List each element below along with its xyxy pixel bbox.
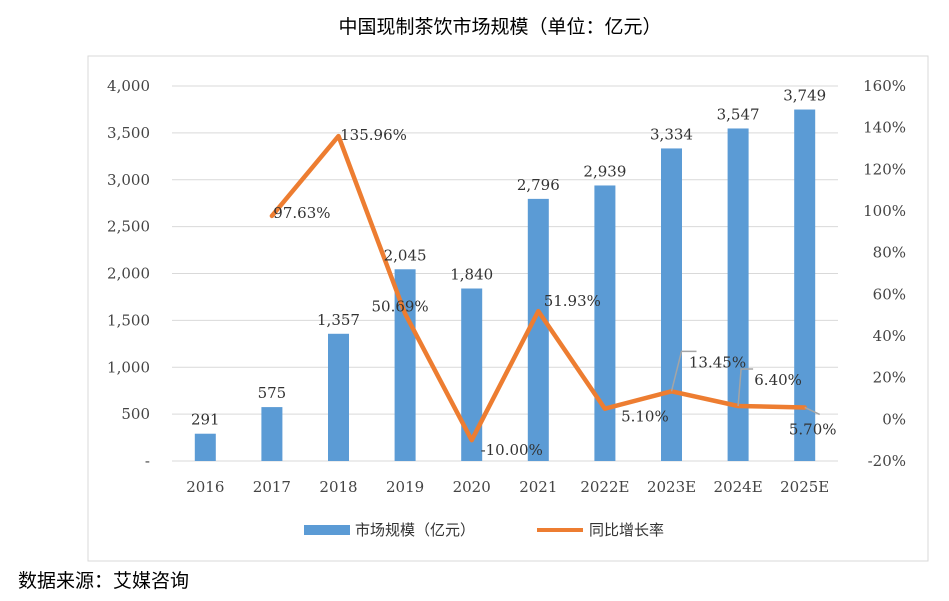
x-tick-label: 2023E [647, 478, 696, 496]
right-tick-label: 140% [863, 119, 906, 137]
right-tick-label: 20% [873, 369, 906, 387]
growth-value-label: 6.40% [754, 371, 802, 389]
gridlines [172, 85, 838, 462]
bar [328, 333, 349, 461]
right-tick-label: 160% [863, 77, 906, 95]
growth-value-label: 97.63% [273, 204, 330, 222]
line-data-labels: 97.63% 135.96% 50.69% -10.00% 51.93% 5.10% 13.… [273, 126, 836, 459]
growth-value-label: 135.96% [340, 126, 407, 144]
x-tick-label: 2018 [319, 478, 357, 496]
right-tick-label: 80% [873, 244, 906, 262]
x-tick-label: 2024E [714, 478, 763, 496]
bar-value-label: 2,045 [384, 246, 427, 264]
growth-value-label: -10.00% [481, 441, 543, 459]
bar-data-labels: 291 575 1,357 2,045 1,840 2,796 2,939 3,334 3,54… [191, 87, 826, 429]
bar [461, 288, 483, 461]
bar-value-label: 3,334 [650, 125, 693, 143]
right-tick-label: 100% [863, 202, 906, 220]
right-tick-label: 120% [863, 160, 906, 178]
left-tick-label: 1,500 [107, 311, 150, 329]
leader-line [804, 406, 821, 416]
bar-value-label: 3,547 [717, 105, 760, 123]
bar [261, 407, 283, 461]
bar [727, 128, 749, 461]
left-tick-label: - [145, 452, 150, 470]
bar [394, 269, 416, 461]
legend-line-label: 同比增长率 [589, 521, 664, 539]
chart-frame [87, 55, 929, 562]
x-axis: 2016 2017 2018 2019 2020 2021 2022E 2023E 2024E 2… [186, 478, 829, 496]
x-tick-label: 2021 [519, 478, 557, 496]
bar [661, 148, 682, 461]
left-tick-label: 500 [121, 405, 150, 423]
x-tick-label: 2020 [453, 478, 491, 496]
x-tick-label: 2016 [186, 478, 224, 496]
left-tick-label: 2,000 [107, 265, 150, 283]
bar [194, 433, 216, 461]
growth-value-label: 50.69% [371, 298, 428, 316]
right-tick-label: 60% [873, 285, 906, 303]
bar-value-label: 2,796 [517, 176, 560, 194]
left-tick-label: 3,500 [107, 124, 150, 142]
bar-series [194, 109, 816, 461]
left-axis: - 500 1,000 1,500 2,000 2,500 3,000 3,500 4,000 [107, 77, 150, 470]
left-tick-label: 1,000 [107, 358, 150, 376]
leader-line [737, 368, 754, 407]
right-tick-label: -20% [868, 452, 906, 470]
legend-bar-label: 市场规模（亿元） [355, 521, 475, 539]
bar-value-label: 1,840 [450, 266, 493, 284]
legend: 市场规模（亿元） 同比增长率 [304, 521, 664, 539]
x-tick-label: 2017 [253, 478, 291, 496]
growth-value-label: 13.45% [689, 353, 746, 371]
right-axis: -20% 0% 20% 40% 60% 80% 100% 120% 140% 160% [863, 77, 906, 470]
bar-value-label: 575 [258, 384, 287, 402]
growth-value-label: 51.93% [544, 292, 601, 310]
bar-value-label: 2,939 [583, 162, 626, 180]
leader-line [670, 350, 697, 392]
line-series [269, 133, 807, 443]
growth-value-label: 5.10% [621, 408, 669, 426]
bar-value-label: 1,357 [317, 311, 360, 329]
x-tick-label: 2022E [580, 478, 629, 496]
left-tick-label: 3,000 [107, 171, 150, 189]
right-tick-label: 0% [882, 410, 906, 428]
growth-value-label: 5.70% [789, 420, 837, 438]
x-tick-label: 2025E [780, 478, 829, 496]
right-tick-label: 40% [873, 327, 906, 345]
chart-title: 中国现制茶饮市场规模（单位：亿元） [338, 16, 661, 38]
bar [794, 109, 816, 461]
bar [594, 185, 616, 461]
bar-value-label: 3,749 [783, 87, 826, 105]
legend-bar-swatch [304, 525, 350, 535]
x-tick-label: 2019 [386, 478, 424, 496]
growth-line [269, 133, 807, 443]
left-tick-label: 4,000 [107, 77, 150, 95]
left-tick-label: 2,500 [107, 218, 150, 236]
source-note: 数据来源：艾媒咨询 [18, 570, 190, 592]
bar [527, 198, 549, 461]
bar-value-label: 291 [191, 411, 220, 429]
